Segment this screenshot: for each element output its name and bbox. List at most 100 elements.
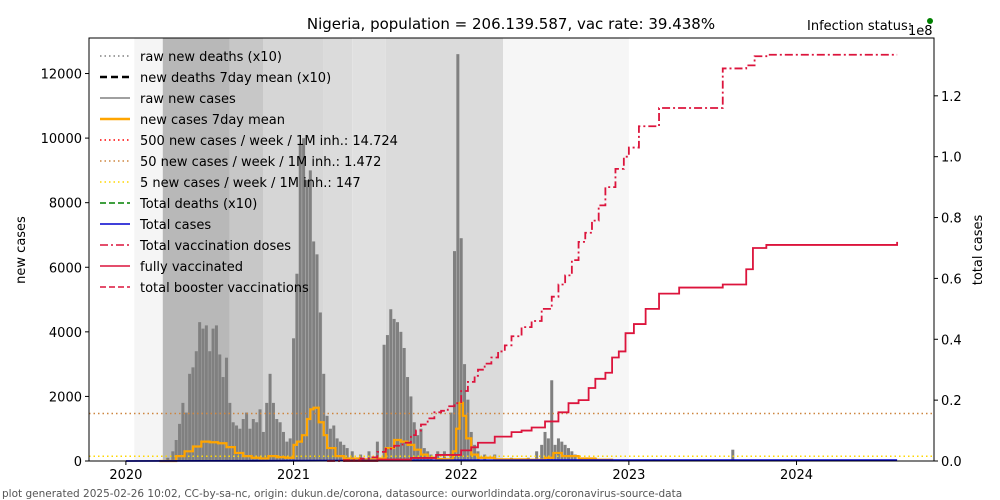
bar-raw-new-cases [288,438,292,461]
bar-raw-new-cases [305,180,309,461]
bar-raw-new-cases [184,412,188,461]
bar-raw-new-cases [731,449,735,461]
legend-label: fully vaccinated [140,260,243,275]
bar-raw-new-cases [392,318,396,461]
bar-raw-new-cases [238,428,242,461]
bar-raw-new-cases [188,373,192,461]
bar-raw-new-cases [402,347,406,461]
bar-raw-new-cases [406,377,410,461]
bar-raw-new-cases [473,444,477,461]
legend-label: 500 new cases / week / 1M inh.: 14.724 [140,134,398,149]
bar-raw-new-cases [459,238,463,461]
bar-raw-new-cases [261,431,265,461]
bar-raw-new-cases [342,444,346,461]
bar-raw-new-cases [231,422,235,461]
bar-raw-new-cases [171,451,175,461]
bar-raw-new-cases [241,419,245,461]
legend-label: new cases 7day mean [140,113,285,128]
y-tick-label: 8000 [49,197,82,212]
status-band [503,38,629,461]
status-band [229,38,264,461]
y-tick-label: 4000 [49,326,82,341]
bar-raw-new-cases [278,422,282,461]
bar-raw-new-cases [208,351,212,461]
bar-raw-new-cases [248,428,252,461]
bar-raw-new-cases [204,325,208,461]
right-axis-multiplier: 1e8 [908,24,933,39]
bar-raw-new-cases [224,357,228,461]
bar-raw-new-cases [181,402,185,461]
bar-raw-new-cases [178,423,182,461]
bar-raw-new-cases [382,344,386,461]
bar-raw-new-cases [218,354,222,461]
status-band [134,38,163,461]
bar-raw-new-cases [345,448,349,461]
bar-raw-new-cases [268,373,272,461]
bar-raw-new-cases [416,435,420,461]
bar-raw-new-cases [567,448,571,461]
bar-raw-new-cases [412,422,416,461]
bar-raw-new-cases [201,328,205,461]
bar-raw-new-cases [332,425,336,461]
status-band [352,38,386,461]
bar-raw-new-cases [563,444,567,461]
bar-raw-new-cases [166,457,170,461]
bar-raw-new-cases [251,419,255,461]
series-total-vaccination-doses [327,53,898,462]
legend-label: total booster vaccinations [140,281,309,296]
bar-raw-new-cases [395,322,399,461]
x-axis-ticks: 2020 2021 2022 2023 2024 [109,461,813,483]
bar-raw-new-cases [389,309,393,461]
x-tick-label: 2021 [277,468,310,483]
threshold-lines [89,412,934,458]
legend-label: 5 new cases / week / 1M inh.: 147 [140,176,361,191]
raw-new-cases-bars [166,54,735,461]
bar-raw-new-cases [258,409,262,461]
y-tick-label: 10000 [41,132,82,147]
y-tick-label: 12000 [41,68,82,83]
bar-raw-new-cases [318,312,322,461]
x-tick-label: 2022 [445,468,478,483]
bar-raw-new-cases [466,399,470,461]
legend-label: 50 new cases / week / 1M inh.: 1.472 [140,155,381,170]
y2-axis-label: total cases [971,215,986,286]
bar-raw-new-cases [198,322,202,461]
y-tick-label: 0 [74,455,82,470]
bar-raw-new-cases [302,138,306,461]
bar-raw-new-cases [573,454,577,461]
bar-raw-new-cases [214,325,218,461]
y2-tick-label: 1.0 [941,151,962,166]
bar-raw-new-cases [235,425,239,461]
series-fully-vaccinated [343,241,899,462]
bar-raw-new-cases [385,335,389,461]
bar-raw-new-cases [285,441,289,461]
y2-tick-label: 0.8 [941,212,962,227]
infection-status-indicator [927,18,933,24]
bar-raw-new-cases [322,373,326,461]
bar-raw-new-cases [265,402,269,461]
bar-raw-new-cases [535,451,539,461]
x-tick-label: 2020 [109,468,142,483]
bar-raw-new-cases [245,412,249,461]
bar-raw-new-cases [409,396,413,461]
bar-raw-new-cases [255,422,259,461]
bar-raw-new-cases [271,402,275,461]
bar-raw-new-cases [338,441,342,461]
bar-raw-new-cases [456,54,460,461]
bar-raw-new-cases [298,144,302,461]
footer-note: plot generated 2025-02-26 10:02, CC-by-s… [2,488,682,500]
bar-raw-new-cases [275,419,279,461]
bar-raw-new-cases [292,338,296,461]
x-tick-label: 2024 [780,468,813,483]
bar-raw-new-cases [449,412,453,461]
bar-raw-new-cases [328,428,332,461]
bar-raw-new-cases [221,377,225,461]
bar-raw-new-cases [312,241,316,461]
legend: raw new deaths (x10) new deaths 7day mean… [100,50,398,296]
bar-raw-new-cases [228,402,232,461]
bar-raw-new-cases [211,328,215,461]
bar-raw-new-cases [295,273,299,461]
bar-raw-new-cases [543,431,547,461]
infection-status-label: Infection status: [807,19,912,34]
legend-label: new deaths 7day mean (x10) [140,71,331,86]
